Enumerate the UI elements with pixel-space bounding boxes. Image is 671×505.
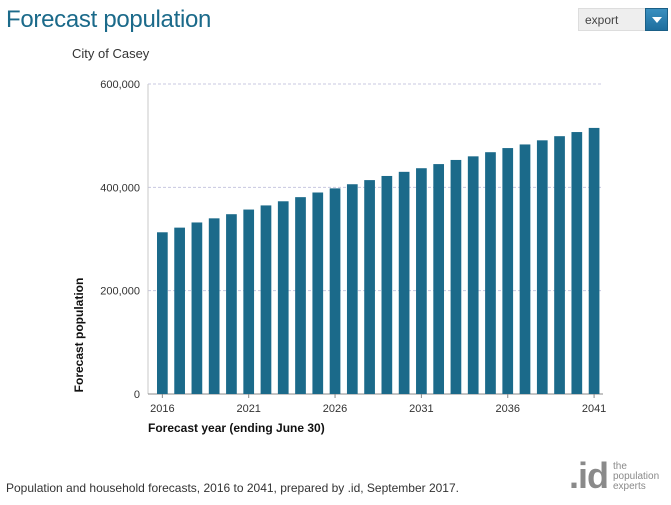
x-tick-label: 2016 [150,403,174,415]
page-title: Forecast population [6,6,212,33]
bar [588,127,600,395]
x-tick-label: 2036 [495,403,519,415]
x-tick-label: 2021 [236,403,260,415]
bar [364,180,375,394]
bar [398,171,410,394]
bar [243,209,255,394]
x-tick-label: 2031 [409,403,433,415]
bar [157,232,168,394]
bar [554,136,565,394]
x-axis-title: Forecast year (ending June 30) [148,421,325,435]
bar [571,132,583,395]
y-tick-label: 200,000 [100,286,140,298]
bar [536,140,548,394]
bar [381,175,393,394]
bar [208,218,220,394]
chart-title: City of Casey [72,46,150,61]
bar [346,184,358,394]
y-tick-label: 0 [134,389,140,401]
bar [295,197,306,394]
bar [450,159,462,394]
bar [191,222,203,394]
bar [519,144,531,394]
bar [277,201,289,394]
x-tick-label: 2026 [323,403,347,415]
bar [416,168,427,394]
export-label: export [585,13,619,27]
bar [467,156,479,394]
bar [312,192,324,394]
x-tick-label: 2041 [582,403,606,415]
footer-note: Population and household forecasts, 2016… [6,481,459,495]
bar [226,214,237,394]
bar [329,188,341,394]
bar [502,148,514,394]
y-tick-label: 600,000 [100,79,140,91]
bar [260,205,272,394]
y-axis-title: Forecast population [72,278,86,393]
export-dropdown[interactable]: export [578,8,668,31]
y-tick-label: 400,000 [100,182,140,194]
chevron-down-icon[interactable] [645,8,668,31]
bar [485,152,496,394]
id-logo: .id [569,455,609,496]
bar [433,164,445,394]
bar [174,227,185,394]
brand-tagline: the population experts [613,461,660,492]
